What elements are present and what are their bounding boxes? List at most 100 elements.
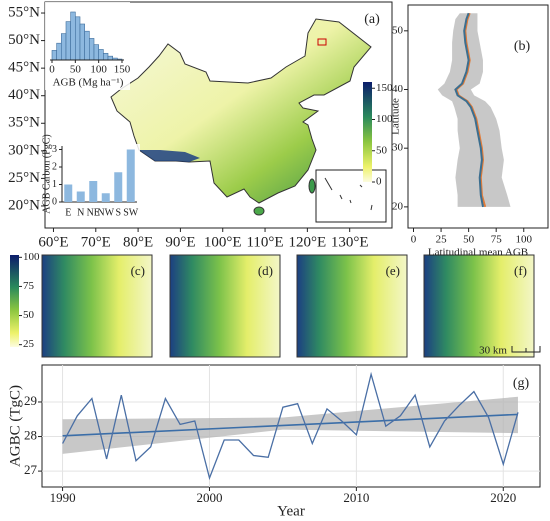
colorbar-label: 25 (23, 338, 35, 350)
series-line (62, 371, 519, 481)
x-label: Latitudinal mean AGB (428, 247, 528, 259)
x-tick-label: 120°E (289, 234, 327, 250)
x-tick-label: 100°E (204, 234, 242, 250)
hist-bar (70, 11, 76, 61)
hist-bar (51, 50, 57, 61)
tiles: (c) (d) (e) (f) 30 km (41, 254, 541, 358)
panel-label: (e) (386, 263, 400, 278)
x-tick-label: 110°E (246, 234, 283, 250)
tile (296, 254, 408, 358)
x-tick-label: 100 (515, 234, 532, 246)
x-tick-label: 50 (463, 234, 475, 246)
colorbar-label: 0 (376, 176, 382, 188)
taiwan (308, 178, 316, 194)
x-tick-label: 100 (90, 64, 107, 76)
bar (64, 184, 73, 202)
y-tick-label: 20 (392, 200, 404, 212)
colorbar-label: 75 (23, 280, 35, 292)
islands (324, 177, 373, 211)
x-tick-label: SW (123, 207, 139, 218)
panel-title: (b) (514, 39, 531, 54)
y-tick-label: 35°N (8, 115, 40, 131)
bar (114, 172, 123, 202)
y-tick-label: 50 (392, 24, 404, 36)
colorbar-label: 100 (376, 113, 393, 125)
x-tick-label: 130°E (331, 234, 369, 250)
y-tick-label: 25°N (8, 170, 40, 186)
y-tick-label: 3 (52, 144, 57, 155)
y-tick-label: 40°N (8, 87, 40, 103)
x-tick-label: E (65, 207, 71, 218)
panel-label: (f) (514, 263, 527, 278)
hist-bar (75, 16, 81, 61)
scale-label: 30 km (479, 345, 507, 357)
y-tick-label: 50°N (8, 32, 40, 48)
bar (101, 193, 110, 202)
y-label: Latitude (390, 98, 402, 135)
x-tick-label: N (77, 207, 84, 218)
panel-title: (a) (364, 12, 380, 27)
hist-bar (93, 44, 99, 61)
colorbar (10, 255, 19, 347)
hist-bar (79, 23, 85, 61)
colorbar (363, 82, 372, 182)
y-tick-label: 30 (392, 142, 404, 154)
x-tick-label: 70°E (81, 234, 111, 250)
hist-bar (84, 30, 90, 61)
x-tick-label: S (115, 207, 121, 218)
x-tick-label: 50 (70, 64, 82, 76)
tile (41, 254, 153, 358)
dense-forest (139, 150, 200, 162)
x-tick-label: 2000 (196, 490, 222, 505)
x-tick-label: 25 (436, 234, 448, 246)
bar (126, 149, 135, 202)
y-label: AGBC (TgC) (7, 385, 23, 467)
x-tick-label: 90°E (165, 234, 195, 250)
y-tick-label: 0 (52, 196, 57, 207)
x-tick-label: 150 (114, 64, 131, 76)
scale-bar (511, 346, 541, 353)
y-tick-label: 45°N (8, 60, 40, 76)
hainan (253, 206, 265, 216)
colorbar-label: 150 (376, 82, 393, 94)
inset-bg (60, 144, 140, 204)
tile (169, 254, 281, 358)
study-area (317, 38, 327, 46)
x-label: AGB (Mg ha⁻¹) (53, 77, 124, 89)
scs-inset (315, 169, 387, 223)
y-tick-label: 28 (24, 428, 37, 443)
x-label: Year (277, 503, 305, 519)
panel-label: (d) (258, 263, 273, 278)
x-tick-label: 75 (491, 234, 503, 246)
panel-label: (c) (131, 263, 145, 278)
y-tick-label: 2 (52, 161, 57, 172)
confidence-band (437, 13, 511, 207)
x-tick-label: 0 (49, 64, 55, 76)
x-tick-label: 2010 (343, 490, 369, 505)
x-tick-label: NE (87, 207, 100, 218)
y-label: AGB Carbon (PgC) (41, 134, 52, 213)
x-tick-label: 1990 (50, 490, 76, 505)
y-tick-label: 55°N (8, 4, 40, 20)
trend-line (62, 413, 519, 437)
x-tick-label: 80°E (123, 234, 153, 250)
colorbar-label: 50 (23, 309, 35, 321)
bar (76, 191, 85, 202)
hist-bar (107, 55, 113, 61)
hist-bar (103, 52, 109, 61)
hist-bar (65, 21, 71, 61)
y-tick-label: 1 (52, 179, 57, 190)
series-line (454, 12, 484, 208)
colorbar-label: 100 (23, 251, 40, 263)
hist-bar (61, 33, 67, 61)
y-tick-label: 40 (392, 83, 404, 95)
hist-bar (56, 42, 62, 61)
x-tick-label: 2020 (490, 490, 516, 505)
x-tick-label: 60°E (38, 234, 68, 250)
y-tick-label: 30°N (8, 142, 40, 158)
colorbar-label: 50 (376, 144, 388, 156)
hist-bar (98, 49, 104, 61)
x-tick-label: 0 (411, 234, 417, 246)
